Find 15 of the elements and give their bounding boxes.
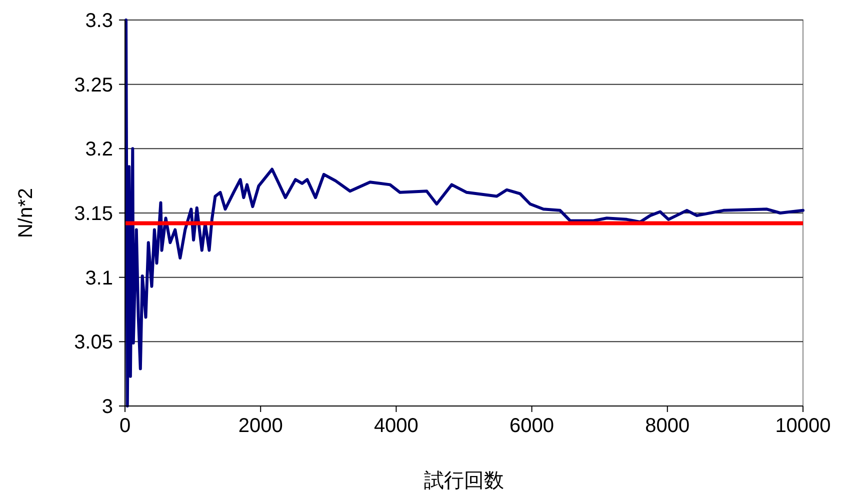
y-tick-label: 3 — [102, 396, 113, 418]
x-tick-label: 4000 — [374, 415, 418, 437]
y-tick-label: 3.25 — [74, 74, 113, 96]
y-tick-label: 3.15 — [74, 203, 113, 225]
y-tick-label: 3.3 — [85, 10, 113, 32]
y-axis-title: N/n*2 — [15, 188, 37, 238]
x-axis-title: 試行回数 — [424, 470, 504, 492]
y-tick-label: 3.1 — [85, 267, 113, 290]
x-tick-label: 10000 — [775, 415, 831, 437]
x-tick-label: 6000 — [510, 415, 554, 437]
y-tick-label: 3.2 — [85, 138, 113, 161]
y-tick-label: 3.05 — [74, 332, 113, 354]
x-tick-label: 0 — [119, 415, 131, 437]
x-tick-label: 8000 — [645, 415, 690, 437]
x-tick-label: 2000 — [238, 415, 283, 437]
